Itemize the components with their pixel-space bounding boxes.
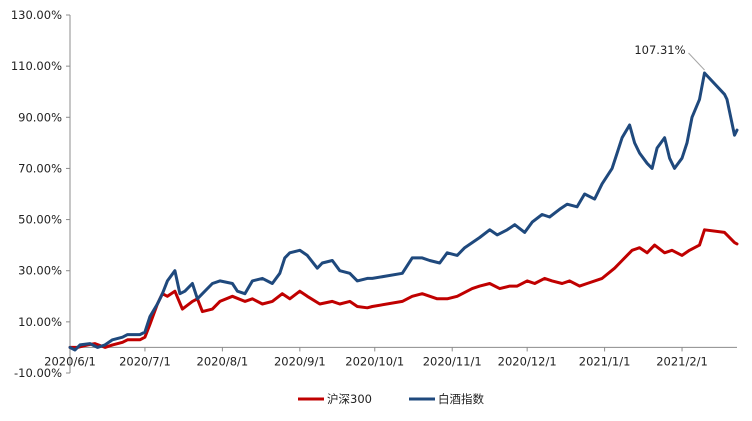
y-tick-label: -10.00%: [14, 366, 62, 380]
y-tick-label: 110.00%: [11, 59, 62, 73]
y-tick-label: 90.00%: [18, 110, 62, 124]
y-axis: -10.00% 10.00% 30.00% 50.00% 70.00% 90.00% 110…: [11, 8, 71, 380]
legend: 沪深300 白酒指数: [298, 392, 484, 406]
x-tick-label: 2020/8/1: [197, 354, 249, 368]
series-layer: [68, 71, 739, 352]
y-tick-label: 30.00%: [18, 264, 62, 278]
x-tick-label: 2020/12/1: [498, 354, 557, 368]
legend-label: 沪深300: [327, 392, 372, 406]
annotation-leader: [688, 52, 705, 71]
x-axis: 2020/6/1 2020/7/1 2020/8/1 2020/9/1 2020/10/…: [44, 346, 737, 368]
x-tick-label: 2020/9/1: [274, 354, 326, 368]
x-tick-label: 2020/7/1: [119, 354, 171, 368]
x-tick-label: 2020/6/1: [44, 354, 96, 368]
x-tick-label: 2020/11/1: [423, 354, 482, 368]
x-tick-label: 2021/2/1: [656, 354, 708, 368]
y-tick-label: 50.00%: [18, 213, 62, 227]
y-tick-label: 130.00%: [11, 8, 62, 22]
annotation-label: 107.31%: [634, 43, 685, 57]
annotation: 107.31%: [634, 43, 705, 71]
x-tick-label: 2021/1/1: [579, 354, 631, 368]
y-tick-label: 70.00%: [18, 161, 62, 175]
series-line-hs300: [68, 228, 739, 349]
y-tick-label: 10.00%: [18, 315, 62, 329]
x-tick-label: 2020/10/1: [345, 354, 404, 368]
series-line-baijiu: [68, 71, 739, 352]
legend-label: 白酒指数: [438, 392, 484, 406]
